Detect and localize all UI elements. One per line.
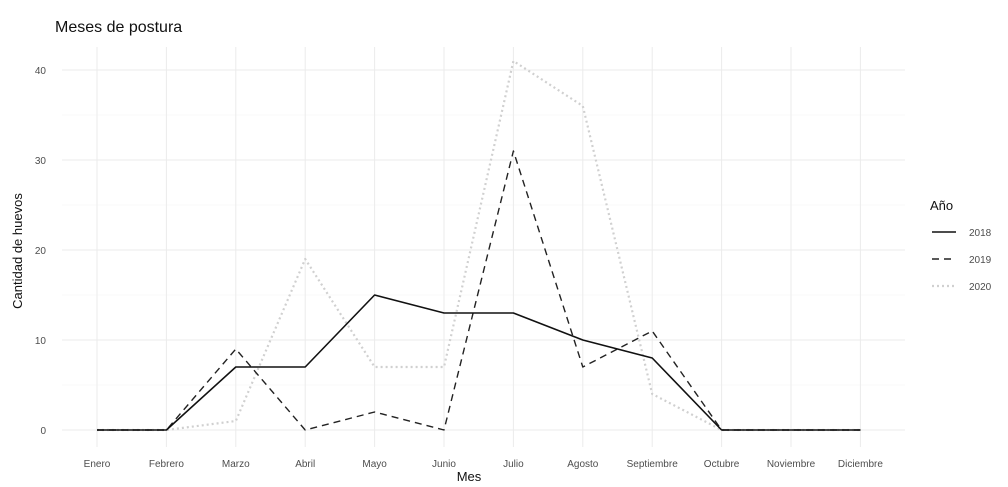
- x-tick-label: Enero: [84, 459, 111, 470]
- grid: [62, 47, 905, 447]
- y-tick-label: 40: [35, 66, 47, 77]
- legend: Año 2018 2019 2020: [930, 198, 992, 293]
- y-tick-label: 10: [35, 336, 47, 347]
- legend-label: 2019: [969, 255, 992, 266]
- x-tick-label: Julio: [503, 459, 524, 470]
- legend-label: 2020: [969, 282, 992, 293]
- x-tick-label: Agosto: [567, 459, 599, 470]
- y-tick-label: 0: [40, 426, 46, 437]
- series-line-2020: [97, 59, 861, 432]
- x-axis-title: Mes: [457, 469, 482, 484]
- legend-title: Año: [930, 198, 953, 213]
- y-axis-ticks: 0 10 20 30 40: [35, 66, 47, 437]
- x-tick-label: Junio: [432, 459, 456, 470]
- x-tick-label: Noviembre: [767, 459, 816, 470]
- x-tick-label: Febrero: [149, 459, 184, 470]
- chart-title: Meses de postura: [55, 19, 182, 36]
- x-tick-label: Mayo: [362, 459, 387, 470]
- y-tick-label: 20: [35, 246, 47, 257]
- series-lines: [97, 59, 861, 432]
- x-tick-label: Diciembre: [838, 459, 883, 470]
- y-tick-label: 30: [35, 156, 47, 167]
- x-tick-label: Septiembre: [627, 459, 679, 470]
- series-line-2019: [97, 150, 861, 431]
- x-tick-label: Abril: [295, 459, 315, 470]
- x-tick-label: Octubre: [704, 459, 740, 470]
- series-line-2018: [97, 294, 861, 431]
- x-axis-ticks: Enero Febrero Marzo Abril Mayo Junio Julio Agos…: [84, 459, 884, 470]
- y-axis-title: Cantidad de huevos: [10, 193, 25, 309]
- x-tick-label: Marzo: [222, 459, 250, 470]
- legend-label: 2018: [969, 228, 992, 239]
